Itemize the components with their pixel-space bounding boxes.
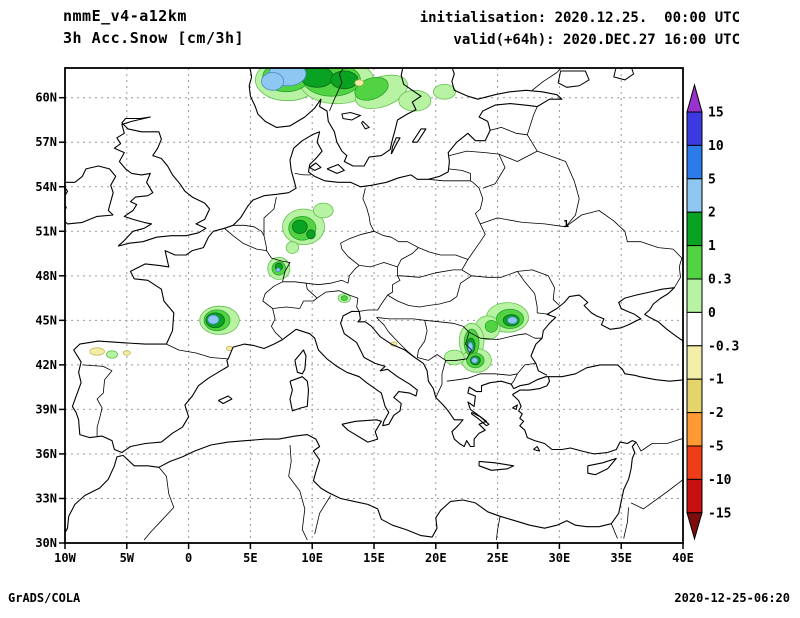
lon-tick-label: 15E <box>363 551 385 565</box>
colorbar-label: 10 <box>708 139 724 154</box>
colorbar-label: -2 <box>708 406 724 421</box>
lat-tick-label: 45N <box>35 313 57 327</box>
lon-tick-label: 10W <box>54 551 76 565</box>
lat-tick-label: 39N <box>35 402 57 416</box>
product-title: 3h Acc.Snow [cm/3h] <box>63 29 245 47</box>
colorbar-segment <box>686 378 703 414</box>
snow-patch <box>443 349 465 366</box>
colorbar-segment <box>686 478 703 514</box>
init-time-label: initialisation: 2020.12.25. 00:00 UTC <box>419 10 740 26</box>
colorbar-segment <box>686 445 703 480</box>
colorbar-segment <box>686 144 703 180</box>
lat-tick-label: 36N <box>35 447 57 461</box>
snow-patch <box>89 347 105 356</box>
snow-patch <box>432 84 456 100</box>
colorbar-label: 0 <box>708 306 716 321</box>
colorbar-segment <box>686 311 703 347</box>
colorbar-label: 2 <box>708 206 716 221</box>
snow-patch <box>275 267 281 273</box>
snow-patch <box>122 350 131 356</box>
lon-tick-label: 20E <box>425 551 447 565</box>
lat-tick-label: 54N <box>35 180 57 194</box>
snow-patch <box>471 357 479 364</box>
grads-credit: GrADS/COLA <box>8 591 81 605</box>
snow-patch <box>285 241 299 254</box>
snow-patch <box>306 229 316 240</box>
coastline-layer <box>65 68 683 541</box>
valid-time-label: valid(+64h): 2020.DEC.27 16:00 UTC <box>453 32 740 48</box>
lat-tick-label: 33N <box>35 491 57 505</box>
colorbar-label: 5 <box>708 172 716 187</box>
snow-patch <box>330 70 359 90</box>
colorbar-label: -1 <box>708 373 724 388</box>
colorbar-segment <box>686 111 703 146</box>
snow-patch <box>507 316 518 325</box>
model-name: nmmE_v4-a12km <box>63 7 187 25</box>
lon-tick-label: 30E <box>549 551 571 565</box>
snow-patch <box>484 319 498 333</box>
axis-layer: 30N 33N 36N 39N 42N 45N 48N 51N 54N 57N 60N 10W 5W 0 5… <box>35 91 694 565</box>
lon-tick-label: 40E <box>672 551 694 565</box>
snow-patch <box>106 350 119 359</box>
colorbar-label: -5 <box>708 440 724 455</box>
lat-tick-label: 48N <box>35 269 57 283</box>
lat-tick-label: 57N <box>35 135 57 149</box>
colorbar-label: 15 <box>708 106 724 121</box>
colorbar-label: 0.3 <box>708 273 731 288</box>
colorbar-label: -0.3 <box>708 339 739 354</box>
colorbar-label: 1 <box>708 239 716 254</box>
lon-tick-label: 10E <box>301 551 323 565</box>
snow-patch <box>207 314 220 325</box>
run-info: initialisation: 2020.12.25. 00:00 UTC va… <box>420 7 740 51</box>
lon-tick-label: 35E <box>610 551 632 565</box>
creation-timestamp: 2020-12-25-06:20 <box>674 591 790 605</box>
contour-label: 1 <box>563 219 569 230</box>
colorbar-label: -10 <box>708 473 732 488</box>
snow-patch <box>340 295 348 301</box>
lat-tick-label: 60N <box>35 91 57 105</box>
colorbar: 15 10 5 2 1 0.3 0 -0.3 -1 -2 -5 -10 -15 <box>686 83 739 541</box>
snow-patch <box>354 79 364 87</box>
snow-patch <box>261 72 285 91</box>
snow-shading-layer <box>89 68 529 373</box>
colorbar-segment <box>686 178 703 213</box>
colorbar-segment <box>686 245 703 280</box>
graticule-layer <box>65 68 683 543</box>
snow-patch <box>291 219 308 234</box>
colorbar-bottom-arrow <box>686 512 703 541</box>
colorbar-label: -15 <box>708 506 731 521</box>
lon-tick-label: 5E <box>243 551 257 565</box>
colorbar-segment <box>686 278 703 313</box>
colorbar-top-arrow <box>686 83 703 113</box>
snow-patch <box>312 202 334 219</box>
colorbar-segment <box>686 345 703 380</box>
lat-tick-label: 51N <box>35 224 57 238</box>
lon-tick-label: 5W <box>120 551 135 565</box>
lon-tick-label: 25E <box>487 551 509 565</box>
colorbar-segment <box>686 211 703 247</box>
colorbar-segment <box>686 412 703 447</box>
lon-tick-label: 0 <box>185 551 192 565</box>
lat-tick-label: 30N <box>35 536 57 550</box>
lat-tick-label: 42N <box>35 358 57 372</box>
